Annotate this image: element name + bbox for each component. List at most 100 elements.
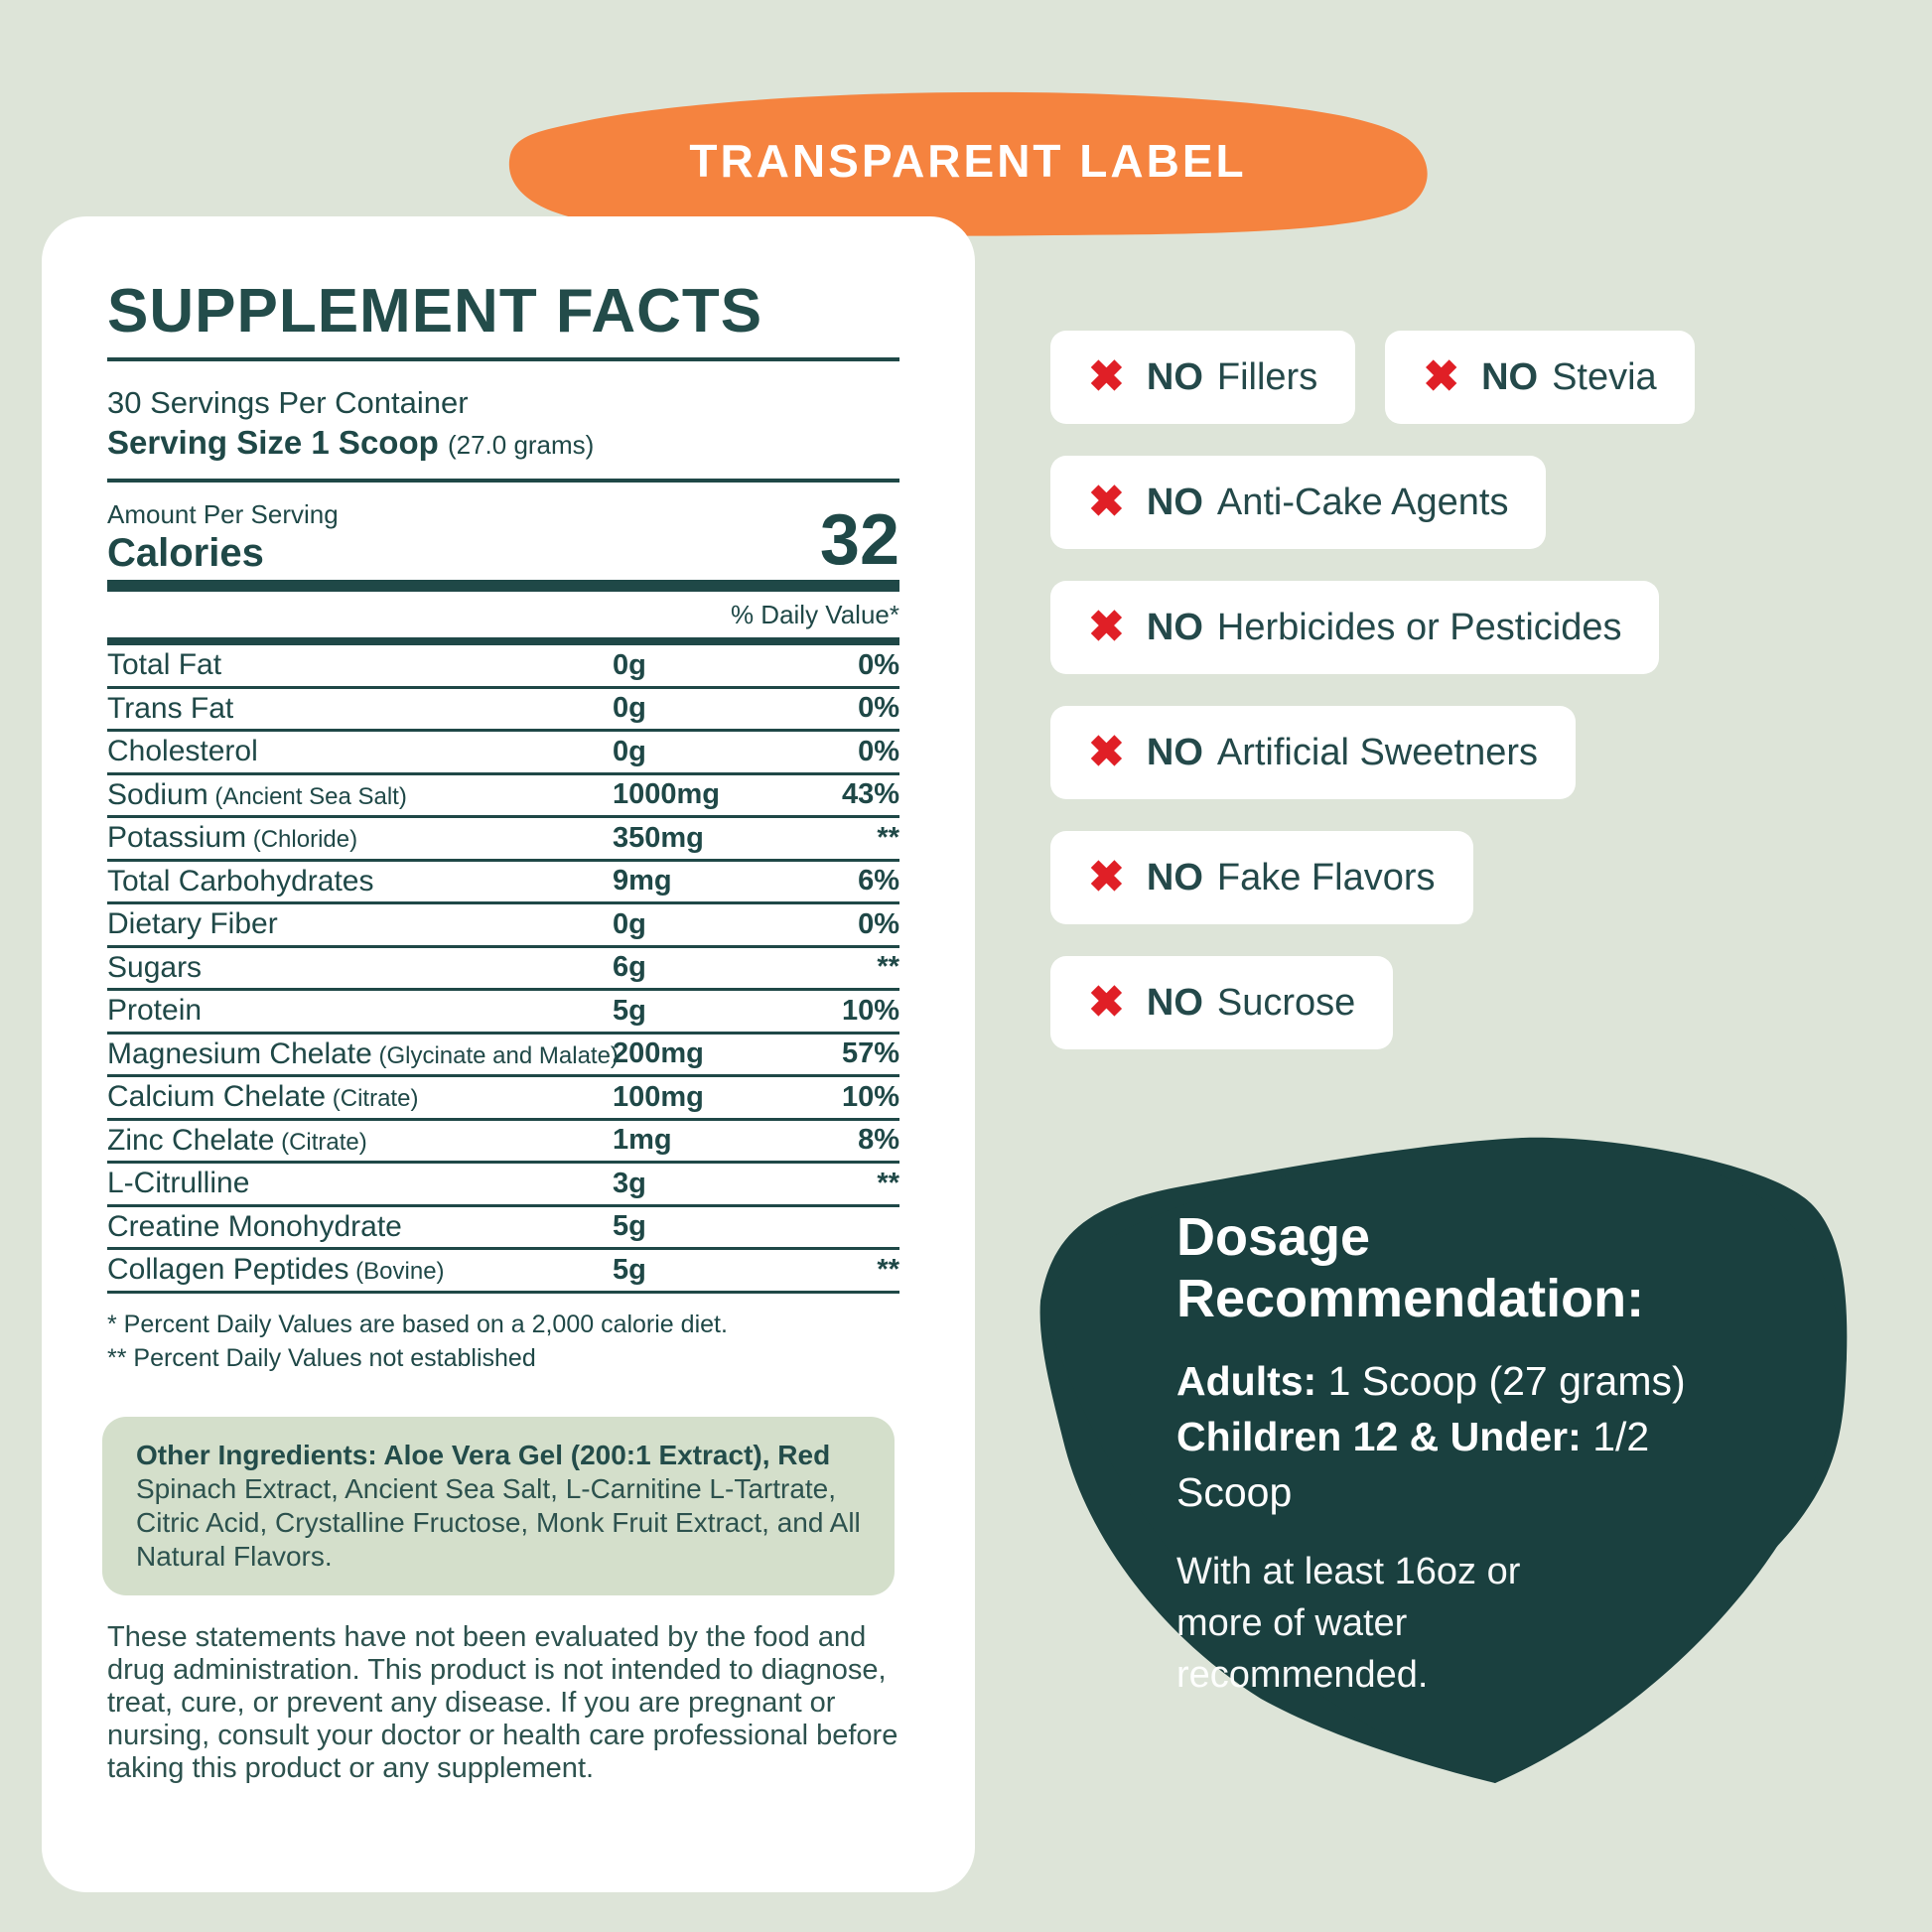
nutrient-name: Creatine Monohydrate — [107, 1209, 402, 1243]
banner: TRANSPARENT LABEL — [501, 85, 1435, 236]
calories-value: 32 — [819, 500, 899, 580]
x-mark-icon: ✖ — [1088, 728, 1125, 776]
dosage-text: Dosage Recommendation: Adults: 1 Scoop (… — [1176, 1206, 1732, 1701]
badge-no-label: NO — [1481, 355, 1539, 398]
nutrient-name: Magnesium Chelate (Glycinate and Malate) — [107, 1036, 619, 1070]
nutrient-amount: 6g — [613, 951, 646, 984]
footnote-2: ** Percent Daily Values not established — [107, 1343, 536, 1372]
nutrient-amount: 9mg — [613, 865, 672, 897]
x-mark-icon: ✖ — [1088, 603, 1125, 651]
nutrient-detail: (Ancient Sea Salt) — [207, 782, 407, 810]
nutrient-amount: 0g — [613, 907, 646, 940]
no-badge: ✖ NO Herbicides or Pesticides — [1050, 581, 1660, 674]
supplement-facts-card: SUPPLEMENT FACTS 30 Servings Per Contain… — [42, 216, 975, 1892]
nutrient-name: Potassium (Chloride) — [107, 821, 358, 855]
table-row: Calcium Chelate (Citrate) 100mg 10% — [107, 1077, 899, 1121]
badge-no-label: NO — [1146, 481, 1203, 523]
nutrient-daily-value: 0% — [858, 692, 899, 725]
other-ingredients-box: Other Ingredients: Aloe Vera Gel (200:1 … — [102, 1416, 895, 1595]
nutrient-daily-value: 10% — [841, 1080, 899, 1113]
nutrient-daily-value: 0% — [858, 648, 899, 681]
dosage-note: With at least 16oz or more of water reco… — [1176, 1551, 1521, 1696]
nutrient-name: Zinc Chelate (Citrate) — [107, 1123, 367, 1157]
footnote-1: * Percent Daily Values are based on a 2,… — [107, 1310, 728, 1338]
nutrient-amount: 3g — [613, 1167, 646, 1199]
badge-text: Artificial Sweetners — [1216, 731, 1538, 773]
badge-no-label: NO — [1146, 981, 1203, 1024]
nutrient-amount: 1000mg — [613, 778, 721, 811]
badge-text: Fillers — [1216, 355, 1318, 398]
nutrient-amount: 5g — [613, 994, 646, 1027]
no-badge: ✖ NO Fake Flavors — [1050, 831, 1473, 924]
x-mark-icon: ✖ — [1088, 478, 1125, 526]
other-ingredients-lead: Other Ingredients: Aloe Vera Gel (200:1 … — [136, 1439, 831, 1470]
badge-no-label: NO — [1146, 355, 1203, 398]
footnotes: * Percent Daily Values are based on a 2,… — [107, 1310, 899, 1373]
table-row: Magnesium Chelate (Glycinate and Malate)… — [107, 1035, 899, 1077]
nutrient-amount: 100mg — [613, 1080, 704, 1113]
dosage-children-label: Children 12 & Under: — [1176, 1414, 1582, 1459]
nutrient-amount: 5g — [613, 1210, 646, 1243]
nutrient-name: Total Carbohydrates — [107, 864, 374, 897]
divider — [107, 357, 899, 361]
divider — [107, 479, 899, 483]
dosage-section: Dosage Recommendation: Adults: 1 Scoop (… — [1033, 1132, 1857, 1807]
thick-divider — [107, 580, 899, 592]
serving-size: Serving Size 1 Scoop (27.0 grams) — [107, 423, 899, 465]
badge-text: Sucrose — [1216, 981, 1356, 1024]
table-row: Total Fat 0g 0% — [107, 645, 899, 689]
banner-blob-shape — [508, 91, 1428, 236]
dosage-adults-line: Adults: 1 Scoop (27 grams) — [1176, 1353, 1732, 1409]
nutrient-amount: 5g — [613, 1253, 646, 1286]
badge-no-label: NO — [1146, 606, 1203, 648]
dosage-children-value: 1/2 Scoop — [1176, 1414, 1650, 1515]
badge-text: Fake Flavors — [1216, 856, 1436, 898]
nutrient-amount: 0g — [613, 648, 646, 681]
nutrient-daily-value: ** — [877, 951, 899, 984]
x-mark-icon: ✖ — [1088, 853, 1125, 901]
nutrient-detail: (Glycinate and Malate) — [371, 1041, 619, 1069]
nutrient-detail: (Chloride) — [246, 826, 358, 854]
nutrient-name: Protein — [107, 994, 203, 1028]
nutrient-daily-value: ** — [877, 821, 899, 854]
no-badge: ✖ NO Artificial Sweetners — [1050, 706, 1576, 799]
serving-size-label: Serving Size 1 Scoop — [107, 424, 439, 461]
table-row: Collagen Peptides (Bovine) 5g ** — [107, 1250, 899, 1294]
nutrient-name: Total Fat — [107, 648, 222, 682]
nutrient-daily-value: 8% — [858, 1124, 899, 1157]
x-mark-icon: ✖ — [1088, 352, 1125, 401]
x-mark-icon: ✖ — [1423, 352, 1460, 401]
nutrient-amount: 200mg — [613, 1037, 704, 1070]
nutrient-amount: 1mg — [613, 1124, 672, 1157]
badge-row: ✖ NO Sucrose — [1050, 956, 1695, 1049]
calories-label: Calories — [107, 531, 264, 575]
badge-text: Stevia — [1552, 355, 1657, 398]
table-row: Trans Fat 0g 0% — [107, 689, 899, 732]
servings-per-container: 30 Servings Per Container — [107, 385, 469, 420]
badge-text: Herbicides or Pesticides — [1216, 606, 1622, 648]
calories-row: Amount Per Serving Calories 32 — [107, 498, 899, 576]
fda-disclaimer: These statements have not been evaluated… — [107, 1620, 898, 1784]
nutrient-amount: 0g — [613, 735, 646, 767]
daily-value-header: % Daily Value* — [730, 600, 899, 629]
table-row: Zinc Chelate (Citrate) 1mg 8% — [107, 1121, 899, 1164]
panel-title: SUPPLEMENT FACTS — [107, 277, 763, 345]
badge-row: ✖ NO Fillers ✖ NO Stevia — [1050, 331, 1695, 424]
dosage-title: Dosage Recommendation: — [1176, 1207, 1645, 1328]
nutrient-detail: (Citrate) — [326, 1085, 419, 1113]
nutrient-amount: 0g — [613, 692, 646, 725]
banner-title: TRANSPARENT LABEL — [689, 135, 1247, 187]
amount-per-serving-label: Amount Per Serving — [107, 499, 339, 529]
facts-table: Total Fat 0g 0% Trans Fat 0g 0% Cholesterol 0g 0… — [107, 645, 899, 1294]
table-row: Protein 5g 10% — [107, 991, 899, 1035]
nutrient-daily-value: 43% — [841, 778, 899, 811]
badge-row: ✖ NO Herbicides or Pesticides — [1050, 581, 1695, 674]
dosage-children-line: Children 12 & Under: 1/2 Scoop — [1176, 1409, 1732, 1520]
dosage-adults-value: 1 Scoop (27 grams) — [1327, 1358, 1686, 1404]
table-row: Creatine Monohydrate 5g — [107, 1207, 899, 1250]
nutrient-daily-value: ** — [877, 1167, 899, 1199]
nutrient-daily-value: 0% — [858, 735, 899, 767]
dosage-adults-label: Adults: — [1176, 1358, 1317, 1404]
nutrient-name: Sodium (Ancient Sea Salt) — [107, 777, 407, 811]
dosage-blob-shape — [1039, 1137, 1848, 1783]
